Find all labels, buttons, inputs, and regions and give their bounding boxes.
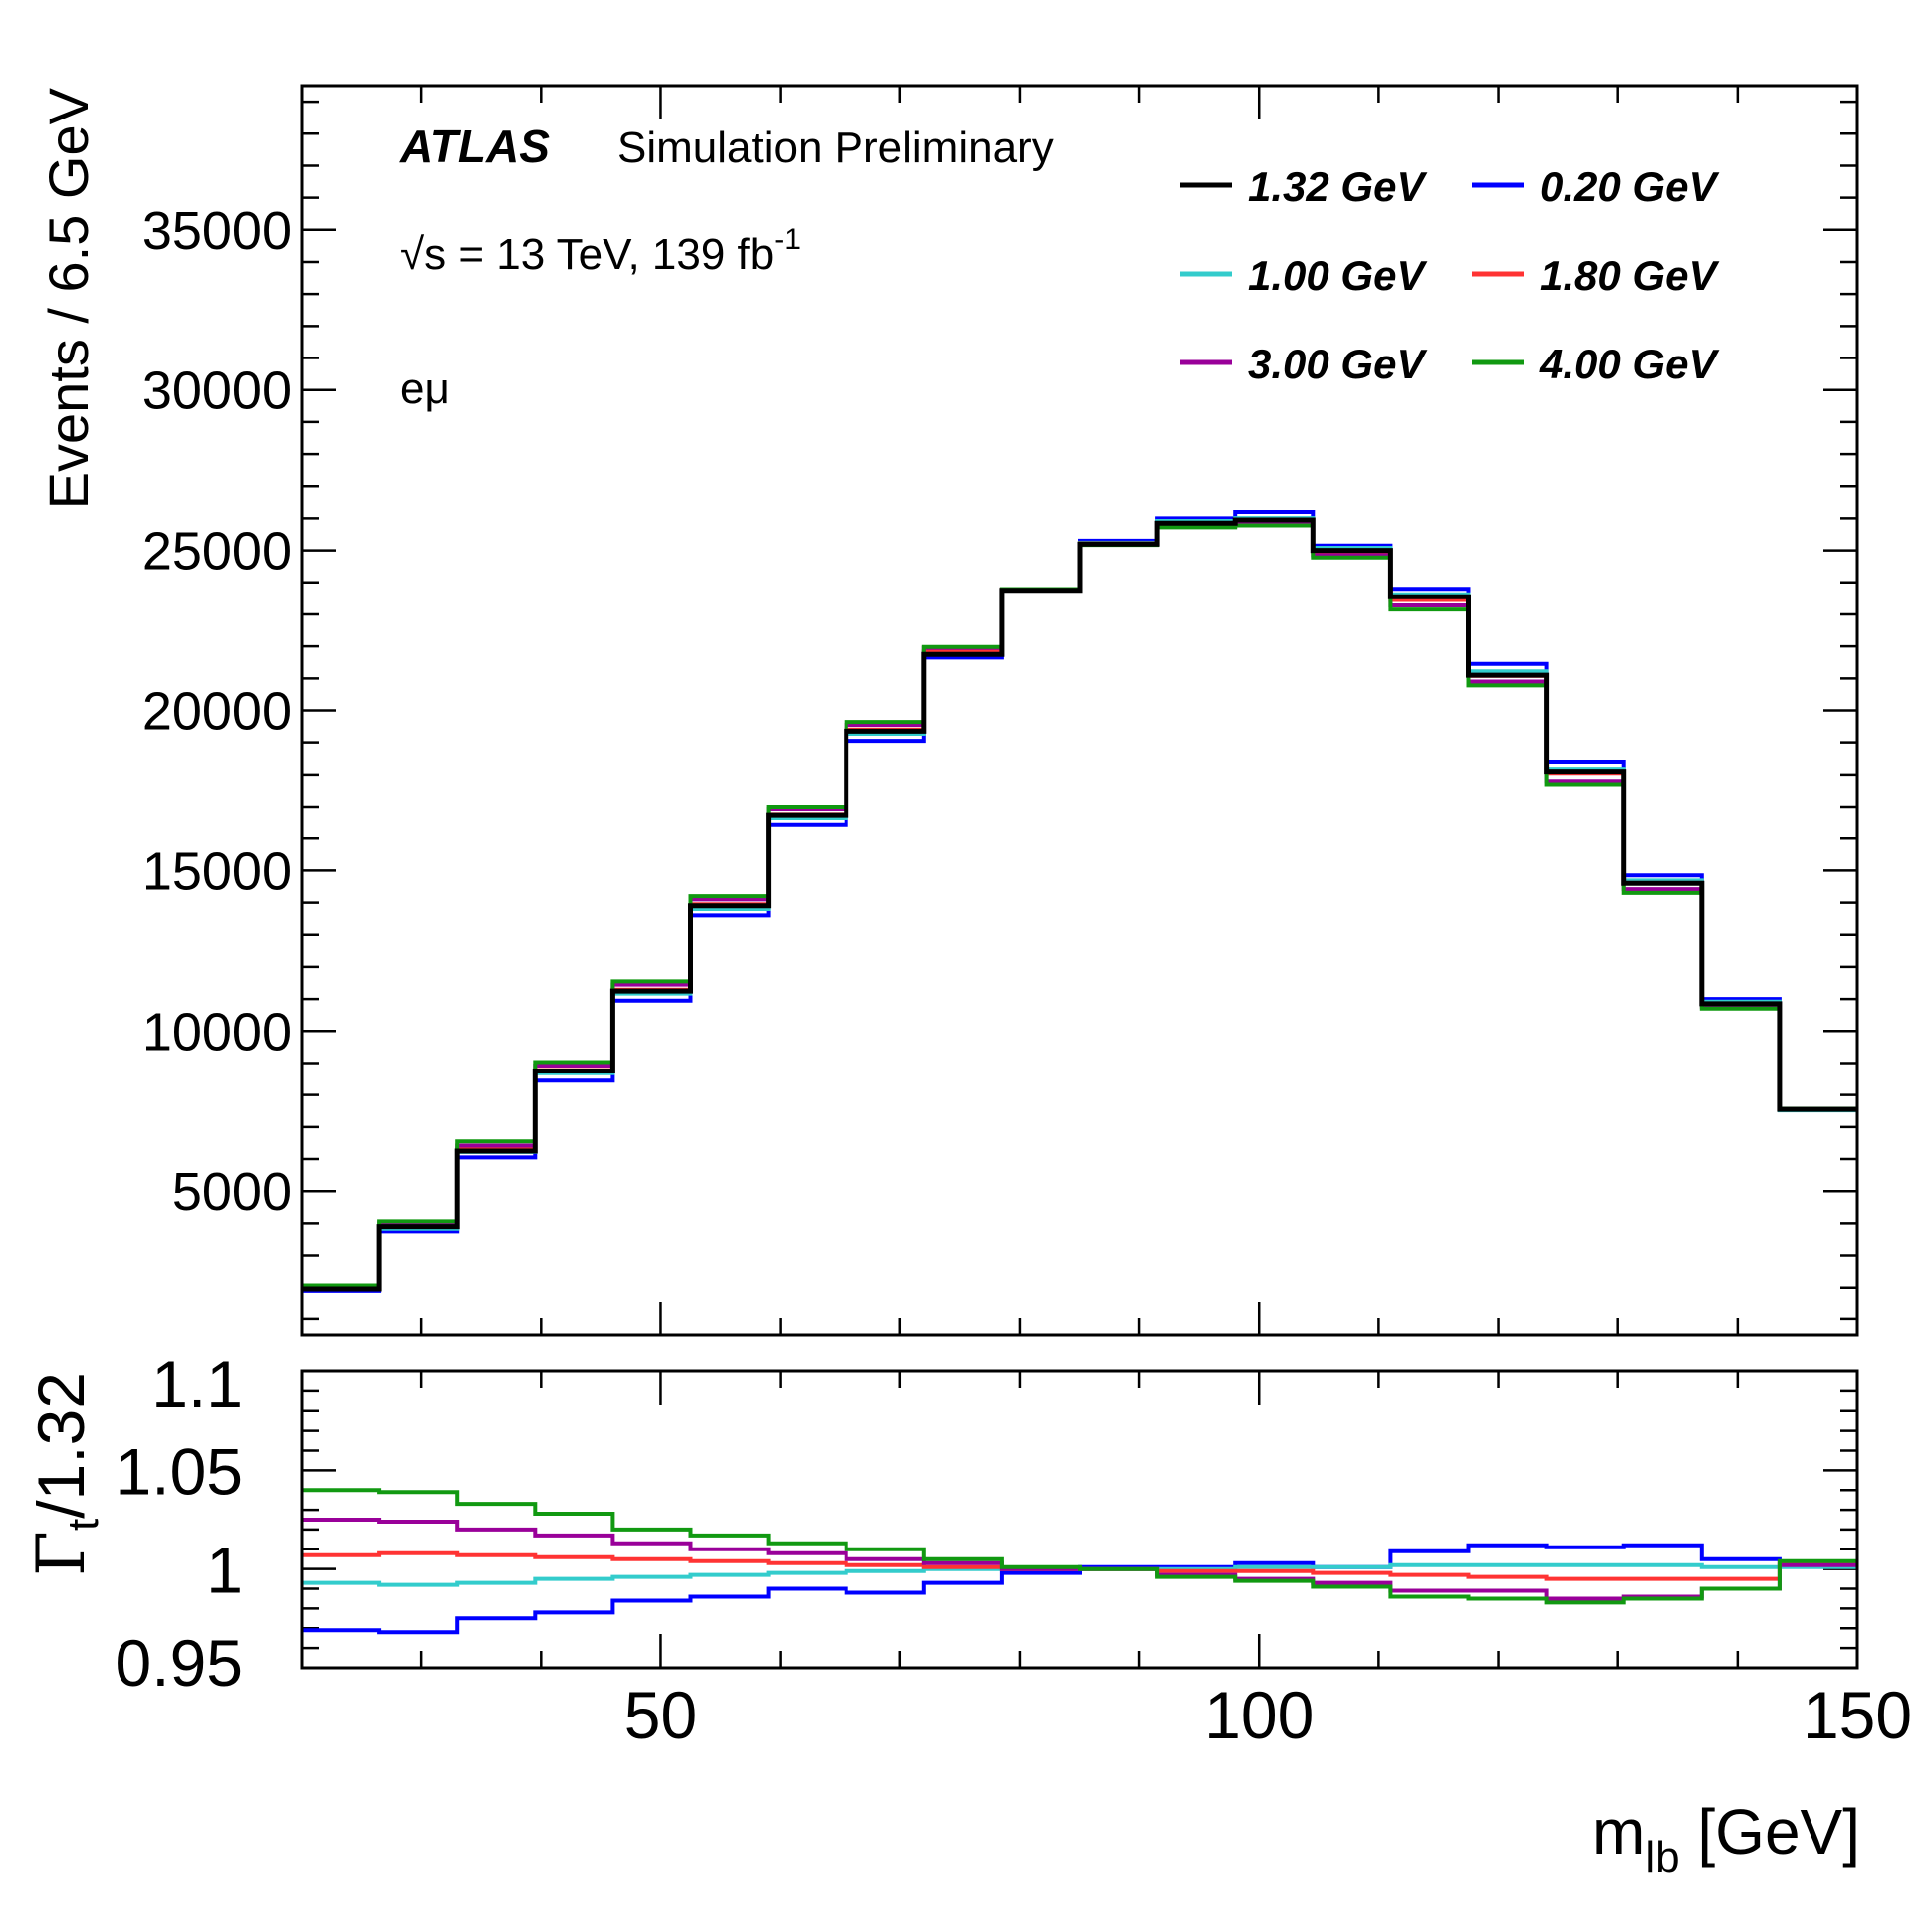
top-y-tick-label: 10000 bbox=[142, 1002, 292, 1062]
ratio-panel-frame bbox=[300, 1369, 1859, 1670]
ratio-y-tick-label: 0.95 bbox=[116, 1626, 243, 1700]
legend-label-1-00-gev: 1.00 GeV bbox=[1248, 252, 1427, 299]
legend-label-1-80-gev: 1.80 GeV bbox=[1540, 252, 1719, 299]
series-1-00-gev-ratio bbox=[302, 1562, 1857, 1587]
channel-label: eμ bbox=[400, 364, 450, 413]
top-y-axis-label: Events / 6.5 GeV bbox=[37, 87, 100, 509]
ratio-y-tick-label: 1 bbox=[206, 1534, 243, 1607]
ratio-y-tick-label: 1.1 bbox=[151, 1347, 243, 1421]
top-panel: 5000 10000 15000 20000 25000 30000 35000 Event… bbox=[37, 84, 1859, 1337]
x-tick-label: 150 bbox=[1803, 1678, 1912, 1752]
energy-lumi-text: √s = 13 TeV, 139 fb bbox=[400, 230, 774, 279]
x-tick-label: 50 bbox=[624, 1678, 697, 1752]
ratio-ylabel-subscript: t bbox=[59, 1519, 108, 1531]
x-axis-label-unit: [GeV] bbox=[1680, 1796, 1860, 1868]
ratio-ylabel-symbol: Γ bbox=[23, 1531, 100, 1576]
ratio-y-tick-label: 1.05 bbox=[116, 1434, 243, 1508]
status-label: Simulation Preliminary bbox=[617, 123, 1054, 172]
energy-lumi-label: √s = 13 TeV, 139 fb-1 bbox=[400, 223, 801, 279]
series-0-20-gev-ratio bbox=[302, 1543, 1857, 1635]
legend-label-0-20-gev: 0.20 GeV bbox=[1540, 163, 1719, 210]
top-y-tick-label: 15000 bbox=[142, 841, 292, 901]
series-4-00-gev-ratio bbox=[302, 1488, 1857, 1605]
atlas-label: ATLAS bbox=[399, 120, 550, 172]
top-panel-frame bbox=[300, 84, 1859, 1337]
energy-lumi-exponent: -1 bbox=[774, 223, 801, 256]
top-y-tick-label: 25000 bbox=[142, 522, 292, 582]
legend-label-4-00-gev: 4.00 GeV bbox=[1539, 341, 1719, 387]
top-y-tick-label: 20000 bbox=[142, 682, 292, 742]
x-axis-label-main: m bbox=[1592, 1796, 1645, 1868]
legend: 1.32 GeV 0.20 GeV 1.00 GeV 1.80 GeV 3.00 GeV… bbox=[1180, 163, 1719, 387]
legend-label-3-00-gev: 3.00 GeV bbox=[1248, 341, 1427, 387]
ratio-ylabel-denominator: /1.32 bbox=[24, 1372, 98, 1519]
ratio-y-axis-label: Γt/1.32 bbox=[23, 1372, 108, 1576]
x-axis-label: mlb [GeV] bbox=[1592, 1796, 1860, 1882]
top-y-tick-label: 5000 bbox=[172, 1162, 292, 1222]
ratio-panel: 0.95 1 1.05 1.1 Γt/1.32 bbox=[23, 1347, 1859, 1700]
series-1-32-gev-hist bbox=[302, 517, 1857, 1292]
x-tick-label: 100 bbox=[1204, 1678, 1314, 1752]
legend-label-1-32-gev: 1.32 GeV bbox=[1248, 163, 1427, 210]
top-y-tick-label: 30000 bbox=[142, 361, 292, 421]
x-axis-label-subscript: lb bbox=[1645, 1833, 1679, 1882]
top-y-tick-label: 35000 bbox=[142, 201, 292, 261]
